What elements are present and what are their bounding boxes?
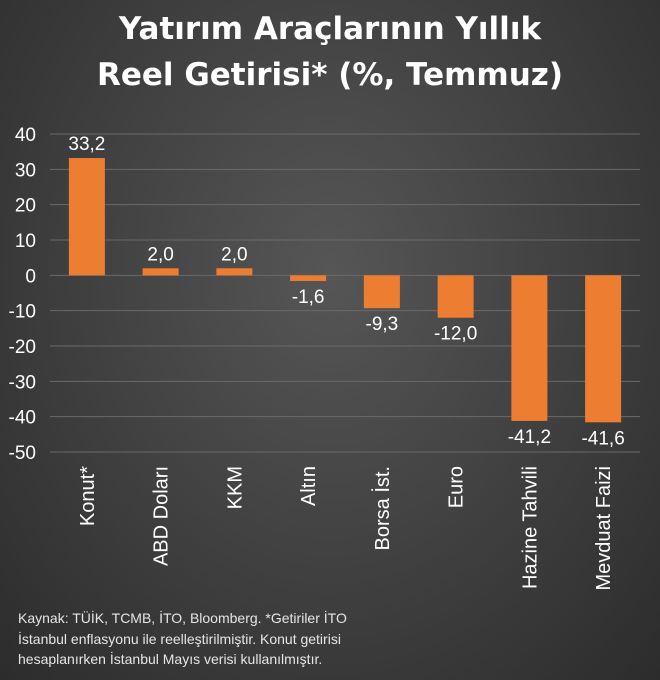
- category-label: Euro: [446, 466, 468, 508]
- y-tick-label: -20: [9, 337, 36, 358]
- category-label: Mevduat Faizi: [593, 466, 615, 591]
- data-label: -1,6: [292, 287, 325, 308]
- chart-title: Yatırım Araçlarının Yıllık Reel Getirisi…: [0, 6, 660, 98]
- bar: [511, 275, 548, 421]
- data-label: 2,0: [147, 244, 173, 265]
- data-label: 33,2: [68, 134, 105, 155]
- category-label: Borsa İst.: [371, 466, 394, 550]
- data-labels: 33,2 2,0 2,0 -1,6 -9,3 -12,0 -41,2 -41,6: [68, 134, 624, 449]
- bar: [437, 275, 474, 318]
- data-label: 2,0: [221, 244, 247, 265]
- bar: [290, 275, 327, 281]
- category-label: Hazine Tahvili: [519, 466, 541, 589]
- data-label: -9,3: [366, 314, 399, 335]
- bar: [216, 268, 253, 276]
- y-tick-label: -30: [9, 372, 36, 393]
- data-label: -12,0: [434, 324, 477, 345]
- title-line-2: Reel Getirisi* (%, Temmuz): [97, 57, 563, 93]
- category-label: ABD Doları: [151, 466, 173, 566]
- category-labels: Konut* ABD Doları KKM Altın Borsa İst. Euro Ha…: [77, 466, 615, 591]
- y-tick-label: -10: [9, 302, 36, 323]
- y-tick-label: 10: [15, 231, 36, 252]
- gridlines: [50, 133, 640, 453]
- y-tick-label: -40: [9, 408, 36, 429]
- source-line-2: İstanbul enflasyonu ile reelleştirilmişt…: [18, 630, 341, 647]
- y-tick-label: 30: [15, 160, 36, 181]
- source-line-1: Kaynak: TÜİK, TCMB, İTO, Bloomberg. *Get…: [18, 610, 347, 626]
- category-label: KKM: [224, 466, 246, 509]
- title-line-1: Yatırım Araçlarının Yıllık: [118, 11, 542, 47]
- y-tick-label: 0: [25, 266, 36, 287]
- source-note: Kaynak: TÜİK, TCMB, İTO, Bloomberg. *Get…: [18, 608, 438, 670]
- y-tick-label: 40: [15, 125, 36, 146]
- bars: [68, 158, 622, 423]
- bar: [142, 268, 179, 276]
- y-tick-label: -50: [9, 443, 36, 464]
- data-label: -41,6: [581, 428, 624, 449]
- bar: [363, 275, 400, 309]
- data-label: -41,2: [508, 427, 551, 448]
- bar: [585, 275, 622, 423]
- category-label: Konut*: [77, 466, 99, 526]
- bar: [68, 158, 105, 276]
- source-line-3: hesaplanırken İstanbul Mayıs verisi kull…: [18, 651, 323, 667]
- category-label: Altın: [298, 466, 320, 506]
- y-tick-label: 20: [15, 196, 36, 217]
- y-axis: 40 30 20 10 0 -10 -20 -30 -40 -50: [9, 125, 36, 464]
